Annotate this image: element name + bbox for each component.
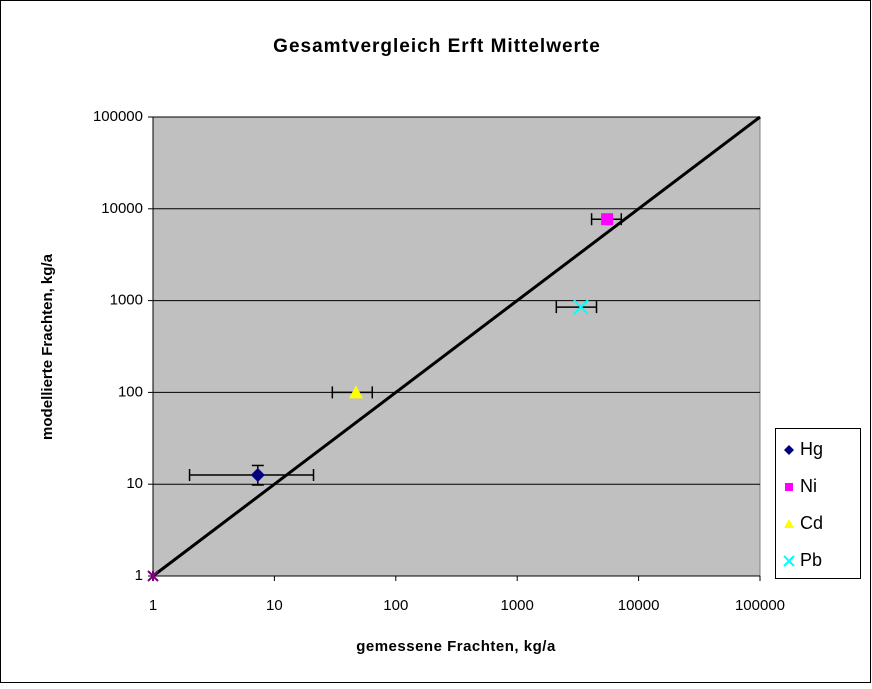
legend-label: Cd [800,513,823,533]
legend-label: Pb [800,550,822,570]
marker [348,385,363,399]
legend-marker [783,555,795,567]
x-tick-label: 100000 [735,597,785,614]
legend-marker [785,483,793,491]
x-tick-label: 1 [149,597,157,614]
legend-marker [784,519,794,528]
y-axis-title: modellierte Frachten, kg/a [39,253,56,440]
x-tick-label: 10000 [618,597,660,614]
marker-stroke [573,299,589,315]
reference-marker [147,570,159,582]
x-axis-title: gemessene Frachten, kg/a [356,638,556,655]
y-tick-label: 100 [118,383,143,400]
y-tick-label: 10000 [101,200,143,217]
chart-title: Gesamtvergleich Erft Mittelwerte [273,36,601,57]
legend-label: Hg [800,439,823,459]
legend-marker [784,445,794,455]
x-tick-label: 1000 [501,597,534,614]
marker [573,299,589,315]
y-tick-label: 10 [126,475,143,492]
reference-line [152,115,761,578]
y-tick-label: 1000 [110,292,143,309]
y-tick-label: 100000 [93,108,143,125]
marker-stroke [783,555,795,567]
legend-label: Ni [800,476,817,496]
x-tick-label: 10 [266,597,283,614]
marker [601,213,614,226]
x-error-bar [555,301,598,314]
x-tick-label: 100 [383,597,408,614]
marker [250,467,265,482]
y-tick-label: 1 [135,567,143,584]
